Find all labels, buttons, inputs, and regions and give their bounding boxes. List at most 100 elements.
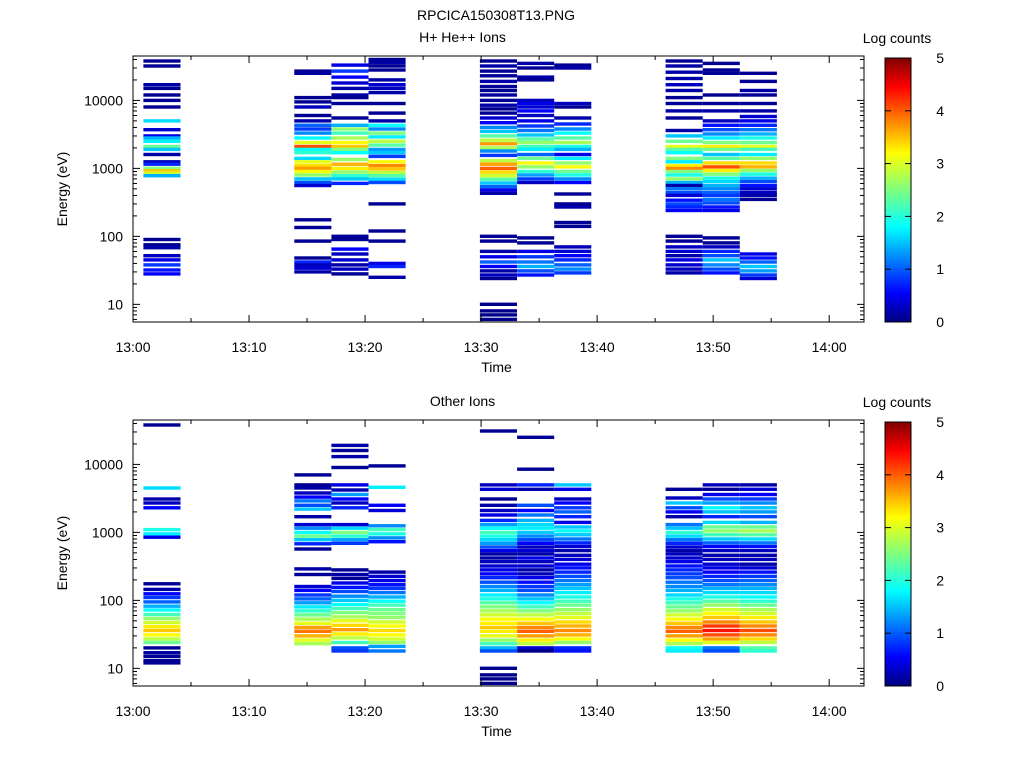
heatmap-cell — [554, 144, 592, 149]
heatmap-cell — [665, 629, 703, 633]
heatmap-cell — [702, 179, 740, 184]
heatmap-cell — [479, 177, 517, 181]
heatmap-cell — [331, 506, 369, 510]
heatmap-cell — [739, 119, 777, 123]
heatmap-cell — [331, 632, 369, 636]
heatmap-cell — [143, 263, 181, 267]
heatmap-cell — [739, 578, 777, 583]
heatmap-cell — [739, 637, 777, 641]
heatmap-cell — [368, 649, 406, 653]
y-tick-label: 1000 — [92, 524, 123, 540]
heatmap-cell — [479, 629, 517, 633]
heatmap-cell — [702, 267, 740, 271]
heatmap-cell — [665, 70, 703, 74]
x-tick-label: 13:30 — [464, 339, 499, 355]
heatmap-cell — [739, 595, 777, 599]
heatmap-cell — [331, 483, 369, 487]
heatmap-cell — [143, 612, 181, 617]
heatmap-cell — [331, 127, 369, 131]
heatmap-cell — [294, 486, 332, 490]
heatmap-cell — [294, 625, 332, 630]
heatmap-cell — [294, 95, 332, 100]
heatmap-cell — [554, 646, 592, 650]
heatmap-cell — [702, 254, 740, 258]
heatmap-cell — [294, 71, 332, 75]
heatmap-cell — [331, 174, 369, 178]
heatmap-cell — [143, 640, 181, 645]
heatmap-cell — [517, 649, 555, 653]
heatmap-cell — [143, 637, 181, 641]
heatmap-cell — [517, 165, 555, 169]
heatmap-cell — [143, 532, 181, 536]
heatmap-cell — [702, 529, 740, 533]
heatmap-cell — [554, 169, 592, 174]
heatmap-cell — [554, 483, 592, 487]
heatmap-cell — [517, 613, 555, 617]
heatmap-cell — [554, 510, 592, 514]
heatmap-cell — [479, 88, 517, 93]
heatmap-cell — [739, 620, 777, 624]
heatmap-cell — [554, 541, 592, 545]
x-tick-label: 13:40 — [580, 703, 615, 719]
heatmap-cell — [143, 98, 181, 103]
heatmap-cell — [479, 634, 517, 638]
heatmap-cell — [665, 271, 703, 275]
heatmap-cell — [554, 574, 592, 579]
heatmap-cell — [143, 497, 181, 501]
y-tick-label: 10 — [107, 296, 123, 312]
heatmap-cell — [665, 198, 703, 202]
heatmap-cell — [479, 564, 517, 568]
heatmap-cells — [143, 57, 777, 322]
heatmap-cell — [739, 187, 777, 191]
heatmap-cell — [368, 644, 406, 649]
heatmap-cell — [368, 86, 406, 91]
heatmap-cell — [368, 174, 406, 178]
heatmap-cell — [294, 522, 332, 527]
heatmap-cell — [368, 620, 406, 624]
heatmap-cell — [294, 534, 332, 538]
heatmap-cell — [368, 170, 406, 175]
heatmap-cell — [739, 611, 777, 616]
heatmap-cell — [702, 61, 740, 66]
heatmap-cell — [479, 513, 517, 517]
heatmap-cell — [368, 180, 406, 185]
heatmap-cell — [479, 534, 517, 538]
heatmap-cell — [331, 530, 369, 535]
heatmap-cell — [665, 134, 703, 138]
heatmap-cell — [368, 599, 406, 603]
heatmap-cell — [517, 617, 555, 621]
heatmap-cell — [702, 245, 740, 249]
heatmap-cell — [739, 615, 777, 620]
heatmap-cell — [665, 239, 703, 243]
heatmap-cell — [143, 139, 181, 143]
heatmap-cell — [331, 610, 369, 615]
heatmap-cell — [554, 116, 592, 120]
heatmap-cell — [554, 603, 592, 607]
heatmap-cell — [517, 66, 555, 70]
heatmap-cell — [665, 267, 703, 271]
heatmap-cell — [479, 613, 517, 617]
heatmap-cell — [331, 492, 369, 497]
heatmap-cell — [143, 628, 181, 633]
heatmap-cell — [517, 548, 555, 553]
heatmap-cell — [517, 260, 555, 264]
heatmap-cell — [368, 119, 406, 123]
heatmap-cell — [143, 592, 181, 596]
heatmap-cell — [739, 128, 777, 132]
heatmap-cell — [554, 537, 592, 541]
heatmap-cell — [479, 269, 517, 273]
heatmap-cell — [554, 258, 592, 262]
heatmap-cell — [665, 515, 703, 519]
heatmap-cell — [517, 119, 555, 123]
heatmap-cell — [294, 588, 332, 593]
heatmap-cell — [368, 275, 406, 279]
heatmap-cell — [331, 263, 369, 267]
heatmap-cell — [665, 638, 703, 642]
heatmap-cell — [702, 144, 740, 149]
heatmap-cell — [665, 169, 703, 174]
heatmap-cell — [294, 542, 332, 546]
heatmap-cell — [702, 586, 740, 591]
heatmap-cell — [739, 510, 777, 514]
heatmap-cell — [294, 617, 332, 621]
heatmap-cell — [294, 605, 332, 609]
